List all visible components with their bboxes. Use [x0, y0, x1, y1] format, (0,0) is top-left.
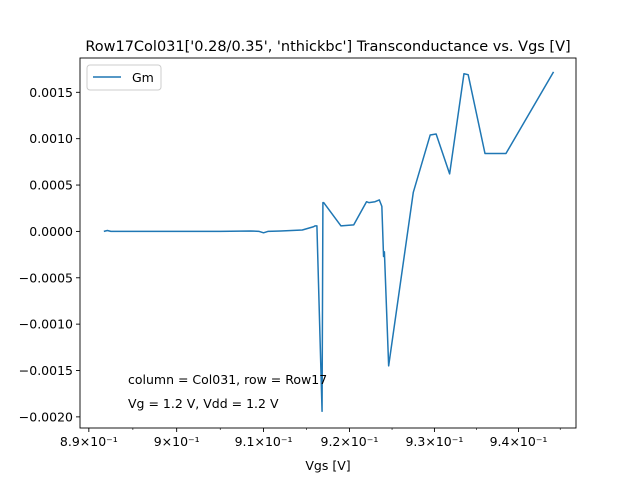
x-tick-label: 9.1×10⁻¹	[235, 434, 293, 449]
x-ticks: 8.9×10⁻¹ 9×10⁻¹ 9.1×10⁻¹ 9.2×10⁻¹ 9.3×10⁻¹ 9.…	[60, 428, 561, 449]
annotation-column-row: column = Col031, row = Row17	[128, 372, 327, 387]
axes-frame	[79, 57, 577, 429]
x-tick-label: 8.9×10⁻¹	[60, 434, 118, 449]
y-tick-label: −0.0020	[19, 409, 73, 424]
legend-box	[86, 64, 162, 91]
x-tick-label: 9.3×10⁻¹	[405, 434, 463, 449]
y-ticks: 0.0015 0.0010 0.0005 0.0000 −0.0005 −0.0010 −0…	[19, 85, 80, 424]
x-tick-label: 9.4×10⁻¹	[490, 434, 548, 449]
y-tick-label: 0.0015	[29, 85, 73, 100]
legend-label: Gm	[132, 70, 154, 85]
series-lines	[103, 71, 555, 413]
legend: Gm	[86, 64, 162, 91]
series-line-gm	[103, 71, 555, 413]
y-tick-label: 0.0010	[29, 131, 73, 146]
y-tick-label: 0.0005	[29, 178, 73, 193]
y-tick-label: −0.0005	[19, 270, 73, 285]
x-tick-label: 9×10⁻¹	[154, 434, 200, 449]
y-tick-label: −0.0010	[19, 317, 73, 332]
chart-title: Row17Col031['0.28/0.35', 'nthickbc'] Tra…	[85, 39, 570, 55]
x-axis-label: Vgs [V]	[305, 458, 350, 473]
x-tick-label: 9.2×10⁻¹	[321, 434, 379, 449]
y-tick-label: −0.0015	[19, 363, 73, 378]
annotation-voltages: Vg = 1.2 V, Vdd = 1.2 V	[128, 396, 279, 411]
y-tick-label: 0.0000	[29, 224, 73, 239]
plot-area: 8.9×10⁻¹ 9×10⁻¹ 9.1×10⁻¹ 9.2×10⁻¹ 9.3×10⁻¹ 9.…	[19, 57, 577, 449]
